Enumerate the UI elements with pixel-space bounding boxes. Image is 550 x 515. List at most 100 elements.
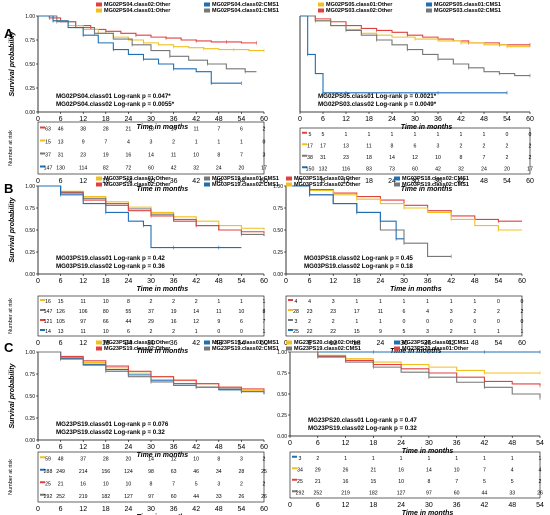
risk-x-tick-label: 18 [365,178,373,185]
x-tick-label: 6 [59,278,63,285]
risk-count: 219 [79,494,88,500]
risk-count: 10 [193,456,199,462]
risk-count: 288 [44,469,53,475]
risk-count: 26 [343,467,349,473]
risk-count: 9 [217,319,220,325]
risk-count: 17 [354,309,360,315]
risk-count: 2 [473,309,476,315]
x-tick-label: 30 [147,278,155,285]
risk-table-box [37,121,265,175]
x-tick-label: 54 [536,440,544,447]
legend-swatch [204,176,210,181]
risk-count: 42 [171,166,177,172]
risk-count: 10 [398,479,404,485]
risk-x-tick-label: 18 [102,178,110,185]
risk-x-tick-label: 18 [102,506,110,513]
x-tick-label: 54 [495,278,503,285]
risk-x-tick-label: 42 [192,506,200,513]
risk-x-tick-label: 30 [411,178,419,185]
risk-count: 8 [460,155,463,161]
x-tick-label: 42 [457,116,465,123]
risk-count: 2 [172,329,175,335]
x-tick-label: 36 [170,278,178,285]
risk-x-tick-label: 18 [102,340,110,347]
legend-label: MG02PS03.class02:CMS1 [434,8,501,14]
risk-count: 0 [497,299,500,305]
risk-count: 32 [193,166,199,172]
x-tick-label: 12 [79,444,87,451]
risk-count: 83 [366,166,372,172]
risk-count: 3 [299,456,302,462]
risk-count: 31 [58,153,64,159]
x-tick-label: 54 [238,278,246,285]
x-tick-label: 30 [147,116,155,123]
x-tick-label: 12 [342,116,350,123]
y-tick-label: 0.75 [25,38,35,44]
risk-count: 2 [506,143,509,149]
risk-x-tick-label: 6 [316,502,320,509]
risk-count: 2 [263,481,266,487]
y-tick-label: 0.00 [25,438,35,444]
risk-count: 2 [308,319,311,325]
risk-count: 1 [450,299,453,305]
risk-x-tick-label: 6 [59,340,63,347]
risk-x-tick-label: 24 [388,178,396,185]
x-tick-label: 30 [147,444,155,451]
legend-label: MG23PS20.class02:Other [294,340,361,346]
risk-count: 38 [307,155,313,161]
risk-count: 37 [45,153,51,159]
risk-count: 6 [414,143,417,149]
risk-x-tick-label: 18 [369,502,377,509]
risk-x-tick-label: 30 [147,340,155,347]
risk-count: 292 [44,494,53,500]
x-tick-label: 18 [102,116,110,123]
risk-count: 10 [193,153,199,159]
risk-count: 25 [293,329,299,335]
x-tick-label: 60 [260,444,268,451]
risk-count: 8 [127,299,130,305]
risk-count: 46 [58,127,64,133]
legend-label: MG03PS19.class02:CMS1 [212,182,279,188]
risk-count: 23 [80,153,86,159]
risk-count: 10 [103,481,109,487]
risk-table-box [289,451,541,499]
risk-count: 3 [295,319,298,325]
risk-x-tick-label: 48 [471,340,479,347]
risk-count: 22 [330,329,336,335]
x-tick-label: 42 [192,444,200,451]
risk-count: 14 [45,329,51,335]
risk-count: 182 [369,490,378,496]
risk-x-tick-label: 18 [353,340,361,347]
risk-x-tick-label: 6 [308,340,312,347]
x-axis-label: Time in months [402,448,454,455]
y-tick-label: 0.50 [25,228,35,234]
risk-x-tick-label: 12 [342,178,350,185]
x-tick-label: 12 [79,116,87,123]
risk-count: 3 [217,481,220,487]
risk-count: 0 [473,319,476,325]
x-tick-label: 36 [453,440,461,447]
risk-count: 3 [450,309,453,315]
risk-count: 10 [454,467,460,473]
x-tick-label: 24 [377,278,385,285]
risk-count: 4 [295,299,298,305]
risk-count: 1 [368,132,371,138]
x-tick-label: 24 [397,440,405,447]
risk-count: 97 [80,319,86,325]
risk-count: 1 [473,299,476,305]
risk-count: 13 [58,329,64,335]
legend-label: MG02PS05.class01:Other [326,2,393,8]
y-tick-label: 0.00 [25,110,35,116]
x-tick-label: 48 [508,440,516,447]
risk-count: 21 [126,127,132,133]
risk-x-tick-label: 0 [288,502,292,509]
risk-count: 2 [195,299,198,305]
risk-count: 8 [150,481,153,487]
legend-swatch [426,2,432,7]
risk-count: 0 [506,132,509,138]
legend-swatch [96,346,102,351]
risk-count: 66 [103,319,109,325]
risk-count: 1 [414,132,417,138]
risk-count: 7 [483,467,486,473]
risk-count: 114 [79,166,87,172]
